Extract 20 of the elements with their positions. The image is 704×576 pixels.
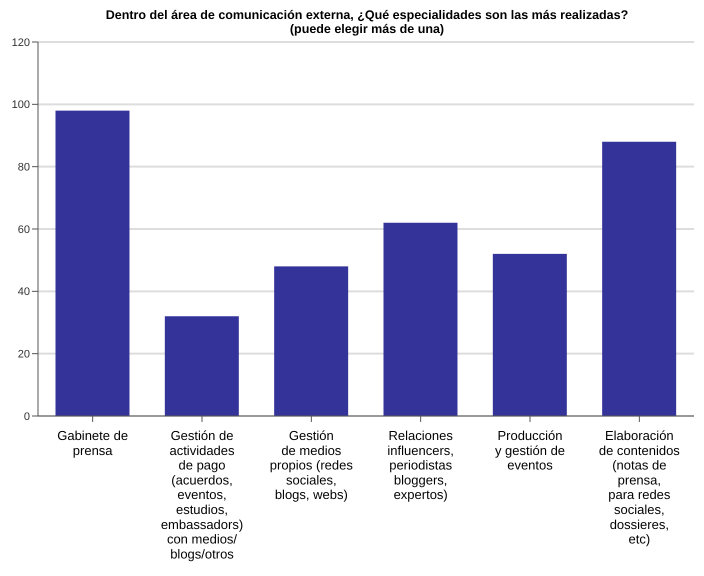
y-tick-label: 120 bbox=[12, 36, 30, 49]
bar bbox=[383, 222, 458, 416]
category-label: Gestión de actividades de pago (acuerdos, eventos, estudios, embassadors) con medios/ blogs/otros bbox=[160, 428, 244, 562]
bar bbox=[492, 254, 567, 416]
x-tick-label: Gestión de medios propios (redes sociales, blogs, webs) bbox=[270, 428, 354, 502]
x-tick-label: Relaciones influencers, periodistas bloggers, expertos) bbox=[387, 428, 454, 502]
bar bbox=[274, 266, 348, 416]
x-tick-label: Elaboración de contenidos (notas de prensa, para redes sociales, dossieres, etc) bbox=[598, 428, 680, 547]
y-tick-label: 40 bbox=[18, 286, 30, 298]
y-tick-label: 20 bbox=[18, 348, 30, 361]
bar bbox=[55, 110, 130, 416]
y-tick-label: 0 bbox=[24, 410, 30, 423]
y-tick-label: 80 bbox=[18, 162, 30, 174]
bar bbox=[164, 316, 239, 416]
y-tick-label: 100 bbox=[12, 99, 30, 112]
chart-title: Dentro del área de comunicación externa, ¿Qué especialidades son las más realizadas? (puede elegir más de una) bbox=[104, 8, 630, 36]
x-tick-label: Producción y gestión de eventos bbox=[494, 428, 566, 473]
y-tick-label: 60 bbox=[18, 224, 30, 236]
bar bbox=[602, 142, 676, 416]
x-tick-label: Gabinete de prensa bbox=[57, 428, 128, 458]
